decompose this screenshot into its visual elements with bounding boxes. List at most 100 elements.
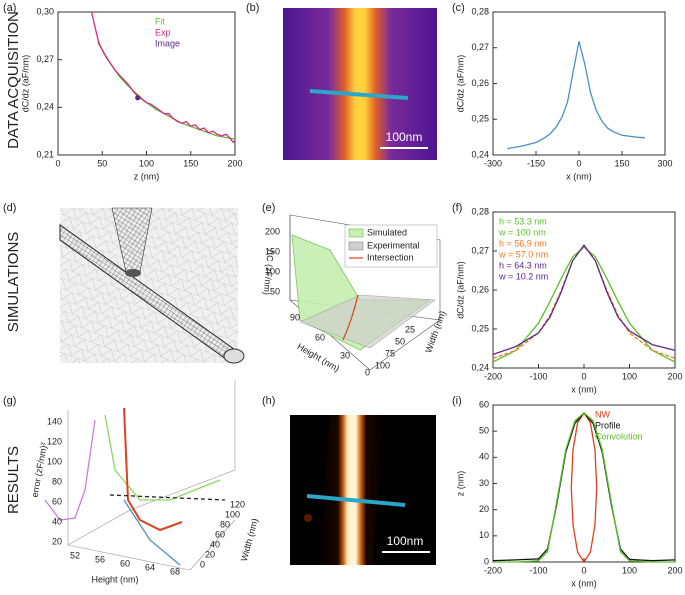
x-tick-label: 0	[55, 158, 60, 168]
y-axis-label: dC/dz (aF/nm)	[455, 55, 465, 113]
tick-label: 200	[265, 226, 280, 236]
series-line	[492, 244, 676, 356]
row-label: RESULTS	[5, 446, 22, 514]
y-tick-label: 0,28	[471, 206, 489, 216]
x-tick-label: 100	[622, 371, 637, 381]
y-tick-label: 0,24	[36, 102, 54, 112]
y-tick-label: 0,27	[471, 42, 489, 52]
legend-item: Profile	[595, 420, 621, 430]
tick-label: 50	[270, 286, 280, 296]
axis-label: ΔC (zF/nm)	[262, 249, 276, 296]
x-tick-label: 200	[227, 158, 242, 168]
legend-item: Convolution	[595, 431, 643, 441]
y-tick-label: 0,27	[471, 245, 489, 255]
tick-label: 100	[47, 456, 62, 466]
series-line	[507, 41, 645, 150]
panel-letter: (f)	[452, 202, 462, 214]
legend-item: Image	[155, 38, 180, 48]
panel-letter: (d)	[3, 202, 16, 214]
x-tick-label: -100	[529, 565, 547, 575]
plot-frame	[492, 404, 676, 563]
tick-label: 100	[375, 360, 390, 370]
legend-item: w = 57.0 nm	[498, 249, 548, 259]
legend-item: h = 56.9 nm	[499, 238, 547, 248]
panel-letter: (e)	[262, 202, 275, 214]
tick-label: 80	[220, 519, 230, 529]
y-tick-label: 0,24	[471, 149, 489, 159]
panel-letter: (h)	[262, 395, 275, 407]
tick-label: 40	[52, 516, 62, 526]
tick-label: 150	[265, 246, 280, 256]
y-tick-label: 0,25	[471, 114, 489, 124]
y-tick-label: 30	[479, 478, 489, 488]
tick-label: 90	[290, 312, 300, 322]
x-tick-label: -100	[529, 371, 547, 381]
tick-label: 20	[52, 536, 62, 546]
scale-label: 100nm	[386, 130, 423, 144]
tick-label: 25	[405, 324, 415, 334]
axis-label: error (zF/nm)²	[30, 442, 49, 498]
x-tick-label: -200	[484, 371, 502, 381]
tick-label: 75	[385, 348, 395, 358]
point	[135, 95, 141, 101]
x-tick-label: -200	[484, 565, 502, 575]
scale-label: 100nm	[387, 534, 424, 548]
tick-label: 120	[230, 499, 245, 509]
y-tick-label: 0,28	[471, 6, 489, 16]
x-tick-label: 0	[576, 158, 581, 168]
axis-label: Height (nm)	[91, 574, 138, 584]
tick-label: 100	[265, 266, 280, 276]
tick-label: 52	[70, 550, 80, 560]
x-tick-label: 0	[581, 565, 586, 575]
y-tick-label: 0,26	[471, 78, 489, 88]
tick-label: 120	[47, 436, 62, 446]
y-tick-label: 0,27	[36, 54, 54, 64]
y-tick-label: 0,30	[36, 6, 54, 16]
tick-label: 20	[205, 549, 215, 559]
y-axis-label: dC/dz (aF/nm)	[20, 55, 30, 113]
legend-item: h = 64.3 nm	[499, 260, 547, 270]
y-axis-label: z (nm)	[455, 471, 465, 497]
row-label: DATA ACQUISITION	[5, 11, 22, 149]
axis-label: Width (nm)	[239, 517, 260, 562]
surface-plot	[289, 214, 441, 371]
legend-item: Simulated	[367, 227, 407, 237]
tick-label: 50	[395, 336, 405, 346]
x-tick-label: 0	[581, 371, 586, 381]
x-tick-label: 200	[667, 565, 682, 575]
x-tick-label: 150	[183, 158, 198, 168]
x-axis-label: x (nm)	[571, 578, 597, 588]
x-tick-label: 150	[614, 158, 629, 168]
series-line	[492, 246, 676, 363]
x-axis-label: z (nm)	[134, 171, 160, 181]
y-tick-label: 0,21	[36, 149, 54, 159]
legend-item: Experimental	[367, 240, 420, 250]
x-tick-label: -150	[527, 158, 545, 168]
y-tick-label: 0,25	[471, 323, 489, 333]
y-tick-label: 40	[479, 452, 489, 462]
x-tick-label: 300	[657, 158, 672, 168]
panel-letter: (b)	[246, 2, 259, 14]
legend-item: NW	[595, 409, 610, 419]
plot-frame	[492, 11, 666, 156]
plot-frame	[57, 11, 236, 156]
tick-label: 68	[170, 566, 180, 576]
panel-letter: (g)	[3, 395, 16, 407]
sem-image: 100nm	[283, 8, 437, 160]
panel-letter: (c)	[452, 2, 465, 14]
series-line	[90, 11, 236, 144]
series-line	[492, 411, 676, 562]
axis-label: Height (nm)	[295, 341, 341, 373]
x-tick-label: 100	[139, 158, 154, 168]
panel-letter: (a)	[3, 2, 16, 14]
x-axis-label: x (nm)	[566, 171, 592, 181]
x-tick-label: 200	[667, 371, 682, 381]
x-axis-label: x (nm)	[571, 384, 597, 394]
y-tick-label: 0,24	[471, 362, 489, 372]
x-tick-label: -300	[484, 158, 502, 168]
tick-label: 60	[120, 558, 130, 568]
tick-label: 30	[340, 350, 350, 360]
y-tick-label: 0,26	[471, 284, 489, 294]
y-tick-label: 10	[479, 530, 489, 540]
